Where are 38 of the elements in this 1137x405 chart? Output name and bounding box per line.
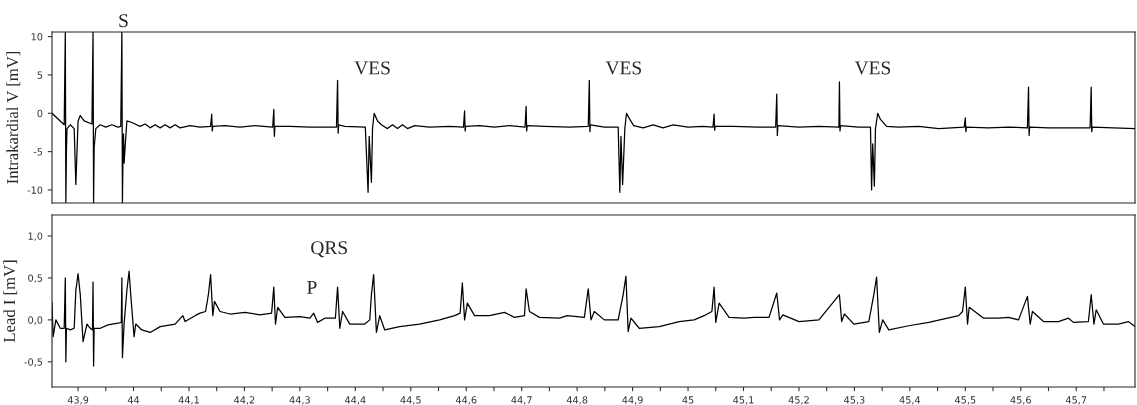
x-tick-label: 44,5 (400, 396, 421, 405)
annotation: VES (854, 61, 891, 75)
x-tick-label: 45,7 (1065, 396, 1087, 405)
y-axis-title: Intrakardial V [mV] (6, 51, 21, 184)
x-tick-label: 44,8 (566, 396, 588, 405)
x-tick-label: 44,4 (344, 396, 366, 405)
x-tick-label: 44,1 (178, 396, 199, 405)
annotation: VES (354, 61, 390, 75)
x-tick-label: 45,2 (788, 396, 809, 405)
x-tick-label: 44 (127, 396, 140, 404)
x-tick-label: 45,5 (954, 396, 976, 405)
x-tick-label: 45 (682, 396, 694, 404)
text: S (119, 14, 128, 28)
line-series (52, 32, 1135, 203)
line-series (52, 270, 1135, 367)
x-tick-label: 45,6 (1010, 396, 1031, 405)
annotation: P (307, 280, 317, 294)
x-tick-label: 44,3 (289, 396, 310, 405)
x-tick-label: 44,7 (511, 396, 532, 405)
x-tick-label: 43,9 (67, 396, 89, 405)
x-tick-label: 45,4 (899, 396, 921, 405)
x-tick-label: 44,2 (234, 396, 255, 405)
y-tick-label: 0,0 (28, 316, 43, 325)
y-tick-label: 10 (31, 33, 43, 41)
x-tick-label: 44,6 (455, 396, 477, 405)
y-tick-label: -0,5 (24, 358, 43, 367)
annotation: VES (605, 61, 641, 75)
y-tick-label: 0,5 (28, 274, 43, 283)
x-tick-label: 45,1 (733, 396, 754, 405)
y-tick-label: 0 (37, 109, 43, 118)
y-tick-label: 1,0 (28, 232, 43, 241)
x-tick-label: 44,9 (622, 396, 643, 405)
x-tick-label: 45,3 (844, 396, 865, 405)
y-tick-label: -10 (27, 186, 43, 194)
annotation: QRS (311, 241, 347, 258)
y-tick-label: 5 (37, 71, 43, 79)
y-axis-title: Lead I [mV] (3, 260, 18, 343)
y-tick-label: -5 (33, 148, 43, 156)
